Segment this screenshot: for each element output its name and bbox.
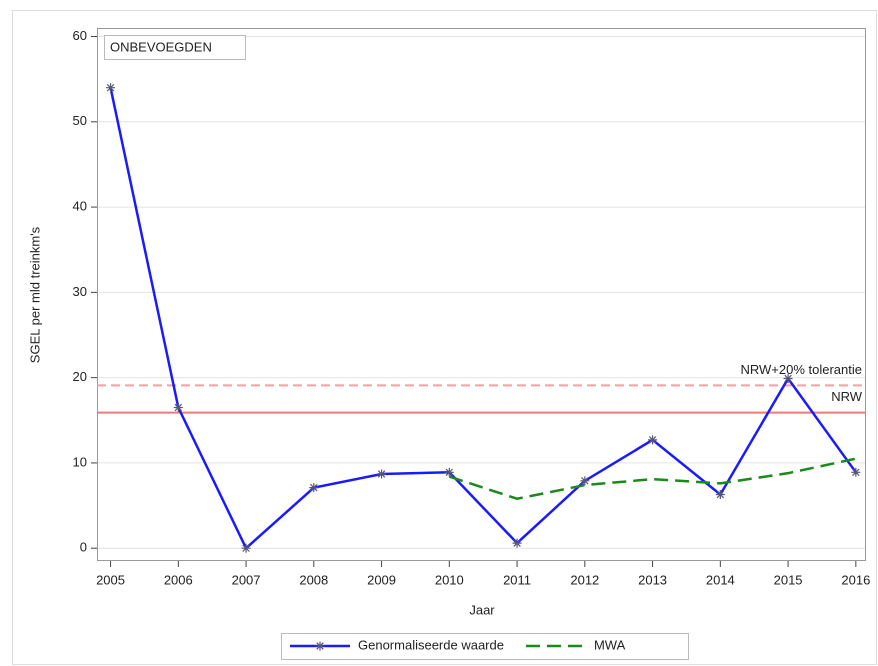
- x-tick-label: 2012: [570, 572, 599, 587]
- point-marker: [580, 476, 590, 486]
- x-tick-label: 2013: [638, 572, 667, 587]
- x-tick-label: 2009: [367, 572, 396, 587]
- x-tick-label: 2010: [435, 572, 464, 587]
- y-tick-label: 50: [73, 113, 87, 128]
- point-marker: [241, 543, 251, 553]
- legend: Genormaliseerde waarde MWA: [281, 633, 689, 660]
- y-tick-label: 20: [73, 369, 87, 384]
- legend-label: Genormaliseerde waarde: [358, 637, 504, 652]
- point-marker: [106, 83, 116, 93]
- x-axis-label: Jaar: [469, 602, 495, 617]
- y-tick-label: 60: [73, 28, 87, 43]
- point-marker: [783, 374, 793, 384]
- y-tick-label: 0: [80, 540, 87, 555]
- x-tick-label: 2011: [503, 572, 531, 587]
- point-marker: [648, 435, 658, 445]
- legend-marker: [315, 641, 325, 651]
- x-tick-label: 2015: [774, 572, 803, 587]
- y-tick-label: 10: [73, 454, 87, 469]
- x-tick-label: 2005: [96, 572, 125, 587]
- point-marker: [715, 489, 725, 499]
- point-marker: [512, 538, 522, 548]
- y-tick-label: 30: [73, 284, 87, 299]
- point-marker: [377, 469, 387, 479]
- point-marker: [444, 467, 454, 477]
- x-tick-label: 2016: [841, 572, 870, 587]
- plot-area: [97, 28, 866, 561]
- x-tick-label: 2008: [299, 572, 328, 587]
- x-tick-label: 2014: [706, 572, 735, 587]
- y-tick-label: 40: [73, 199, 87, 214]
- x-tick-label: 2006: [164, 572, 193, 587]
- reference-label: NRW: [831, 389, 863, 404]
- inset-label: ONBEVOEGDEN: [110, 39, 212, 54]
- point-marker: [309, 483, 319, 493]
- series-line: [448, 457, 857, 501]
- point-marker: [173, 402, 183, 412]
- series-line: [109, 87, 857, 551]
- y-axis-label: SGEL per mld treinkm's: [27, 226, 42, 363]
- reference-label: NRW+20% tolerantie: [740, 362, 862, 377]
- legend-label: MWA: [594, 637, 626, 652]
- inset-box: [104, 35, 246, 60]
- x-tick-label: 2007: [232, 572, 261, 587]
- frame: [12, 10, 877, 665]
- point-marker: [851, 467, 861, 477]
